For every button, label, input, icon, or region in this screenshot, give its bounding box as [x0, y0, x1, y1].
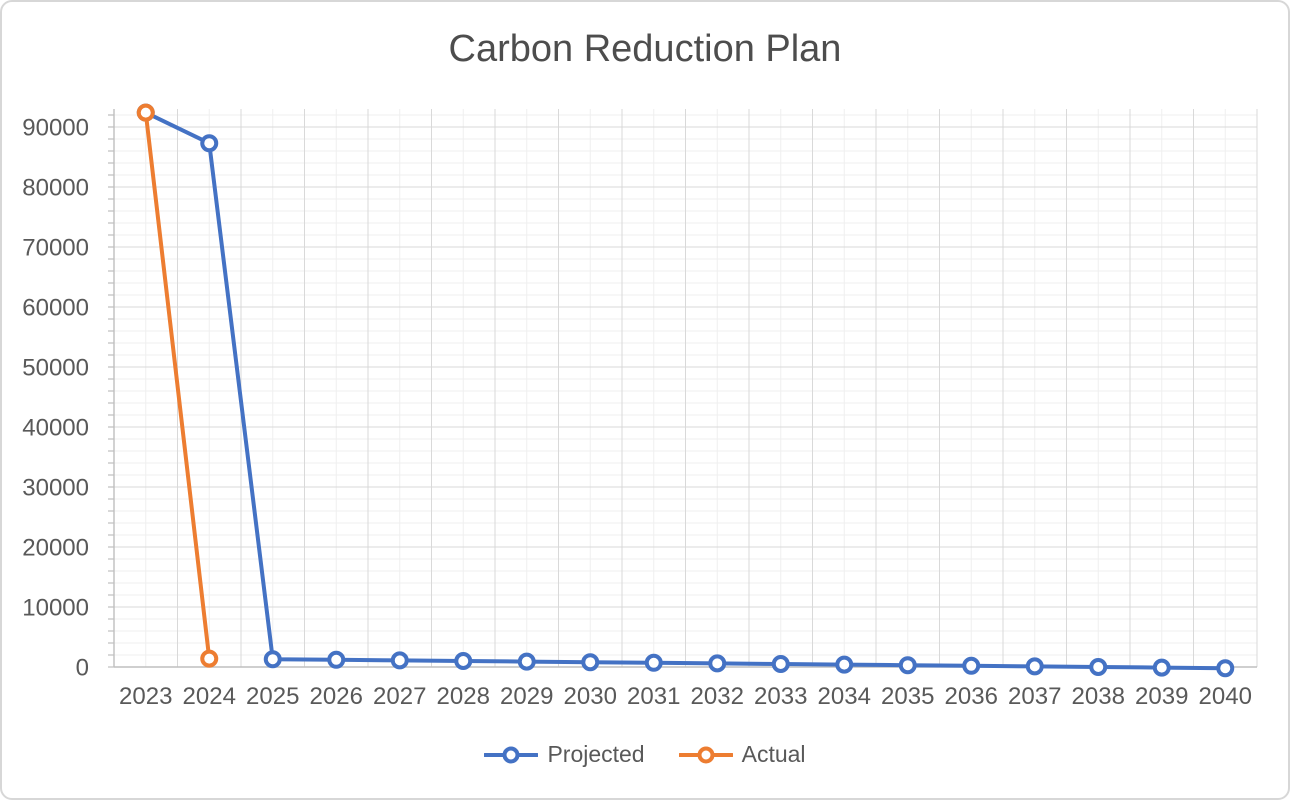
x-axis-tick-label: 2028	[437, 683, 490, 710]
data-point-marker	[581, 653, 600, 672]
data-point-marker	[327, 650, 346, 669]
y-axis-tick-label: 0	[76, 655, 89, 682]
x-axis-tick-label: 2031	[627, 683, 680, 710]
actual-series-line-marker-icon	[678, 746, 733, 763]
y-axis-tick-label: 80000	[22, 175, 89, 202]
data-point-marker	[517, 652, 536, 671]
x-axis-tick-label: 2040	[1199, 683, 1252, 710]
y-axis-tick-label: 70000	[22, 235, 89, 262]
data-point-marker	[1152, 658, 1171, 677]
chart-legend: Projected Actual	[2, 741, 1288, 768]
data-point-marker	[835, 655, 854, 674]
projected-series-line-marker-icon	[484, 746, 539, 763]
legend-label-actual: Actual	[741, 741, 806, 767]
x-axis-tick-label: 2039	[1135, 683, 1188, 710]
x-axis-tick-label: 2033	[754, 683, 807, 710]
series-projected	[136, 103, 1235, 678]
data-point-marker	[1025, 657, 1044, 676]
data-point-marker	[1216, 659, 1235, 678]
data-point-marker	[136, 103, 155, 122]
x-axis-tick-label: 2038	[1072, 683, 1125, 710]
x-axis-tick-label: 2024	[183, 683, 236, 710]
data-point-marker	[771, 655, 790, 673]
data-point-marker	[962, 656, 981, 675]
data-point-marker	[390, 651, 409, 670]
legend-item-projected: Projected	[484, 741, 645, 768]
x-axis-tick-label: 2023	[119, 683, 172, 710]
x-axis-tick-label: 2032	[691, 683, 744, 710]
y-axis-tick-label: 20000	[22, 535, 89, 562]
data-point-marker	[898, 656, 917, 675]
data-point-marker	[454, 652, 473, 670]
y-axis-tick-label: 90000	[22, 115, 89, 142]
data-point-marker	[200, 649, 219, 668]
x-axis-tick-label: 2030	[564, 683, 617, 710]
y-axis-tick-label: 40000	[22, 415, 89, 442]
data-point-marker	[263, 650, 282, 669]
data-point-marker	[708, 654, 727, 673]
x-axis-tick-label: 2027	[373, 683, 426, 710]
legend-item-actual: Actual	[678, 741, 806, 768]
legend-label-projected: Projected	[547, 741, 645, 767]
y-axis-tick-label: 50000	[22, 355, 89, 382]
chart-title: Carbon Reduction Plan	[448, 28, 842, 70]
y-axis-tick-label: 30000	[22, 475, 89, 502]
y-axis-tick-label: 60000	[22, 295, 89, 322]
x-axis-tick-label: 2036	[945, 683, 998, 710]
x-axis-tick-label: 2026	[310, 683, 363, 710]
x-axis-tick-label: 2037	[1008, 683, 1061, 710]
series-actual	[136, 103, 219, 668]
x-axis-tick-label: 2025	[246, 683, 299, 710]
x-axis-tick-label: 2029	[500, 683, 553, 710]
x-axis-tick-label: 2035	[881, 683, 934, 710]
data-point-marker	[1089, 658, 1108, 676]
y-axis-tick-label: 10000	[22, 595, 89, 622]
data-point-marker	[200, 134, 219, 153]
data-point-marker	[644, 653, 663, 672]
x-axis-tick-label: 2034	[818, 683, 871, 710]
